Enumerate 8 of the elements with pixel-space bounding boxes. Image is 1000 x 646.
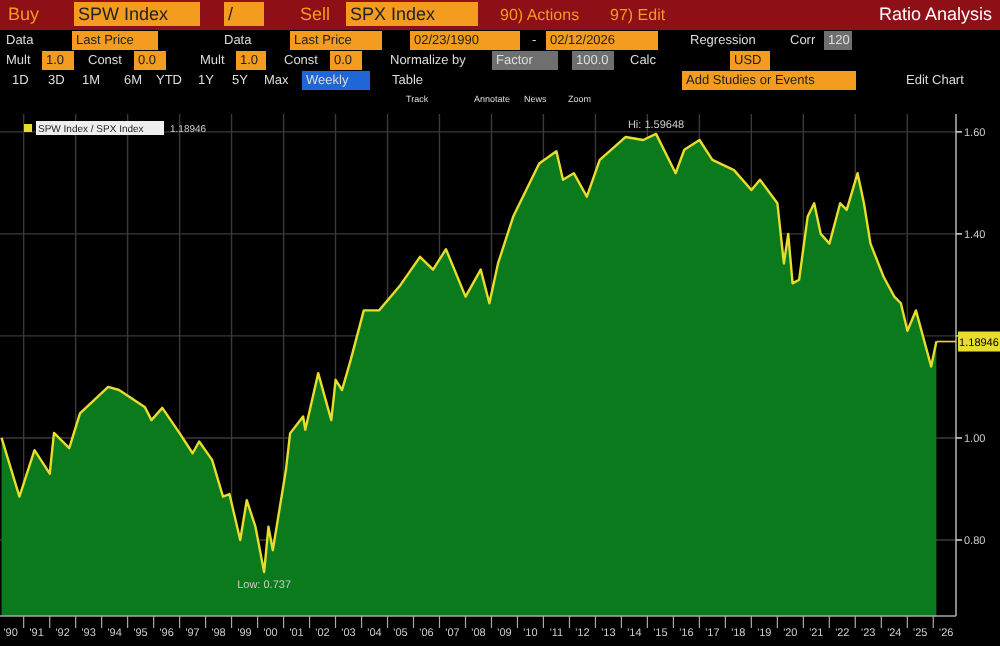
text: / — [228, 4, 234, 24]
text: SPW Index — [78, 4, 170, 24]
chart-title: Ratio Analysis — [878, 4, 993, 24]
text: SPX Index — [350, 4, 437, 24]
text: 97) Edit — [610, 6, 667, 24]
text: Sell — [300, 4, 331, 24]
text: 90) Actions — [500, 6, 580, 24]
text: Buy — [8, 4, 41, 24]
